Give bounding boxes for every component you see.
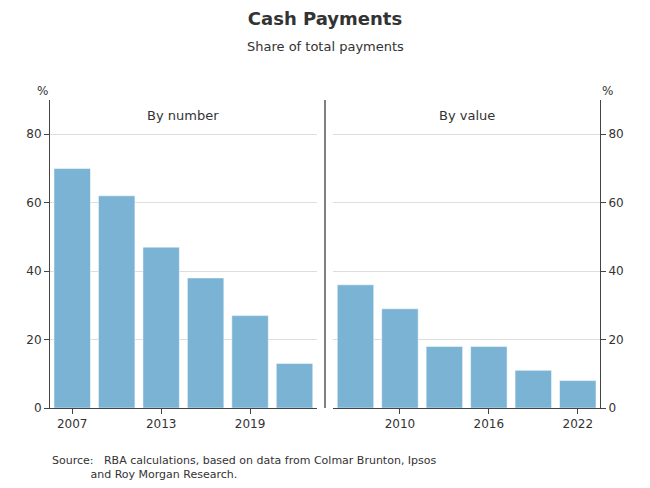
svg-text:60: 60: [26, 196, 41, 210]
svg-text:%: %: [37, 84, 48, 98]
svg-text:2019: 2019: [235, 417, 266, 431]
svg-text:0: 0: [34, 401, 42, 415]
svg-text:80: 80: [608, 127, 623, 141]
svg-text:By value: By value: [439, 108, 495, 123]
svg-text:80: 80: [26, 127, 41, 141]
svg-text:2010: 2010: [385, 417, 416, 431]
svg-text:By number: By number: [147, 108, 219, 123]
svg-text:2013: 2013: [146, 417, 177, 431]
svg-text:%: %: [602, 84, 613, 98]
svg-text:Share of total payments: Share of total payments: [247, 39, 404, 54]
svg-text:Cash Payments: Cash Payments: [248, 8, 402, 29]
svg-text:2007: 2007: [57, 417, 88, 431]
svg-text:40: 40: [26, 264, 41, 278]
svg-text:20: 20: [608, 333, 623, 347]
svg-text:2022: 2022: [562, 417, 593, 431]
svg-text:Source: RBA calculations, ba: Source: RBA calculations, based on data …: [52, 454, 437, 481]
svg-text:60: 60: [608, 196, 623, 210]
svg-text:0: 0: [608, 401, 616, 415]
svg-text:2016: 2016: [474, 417, 505, 431]
svg-text:40: 40: [608, 264, 623, 278]
svg-text:20: 20: [26, 333, 41, 347]
